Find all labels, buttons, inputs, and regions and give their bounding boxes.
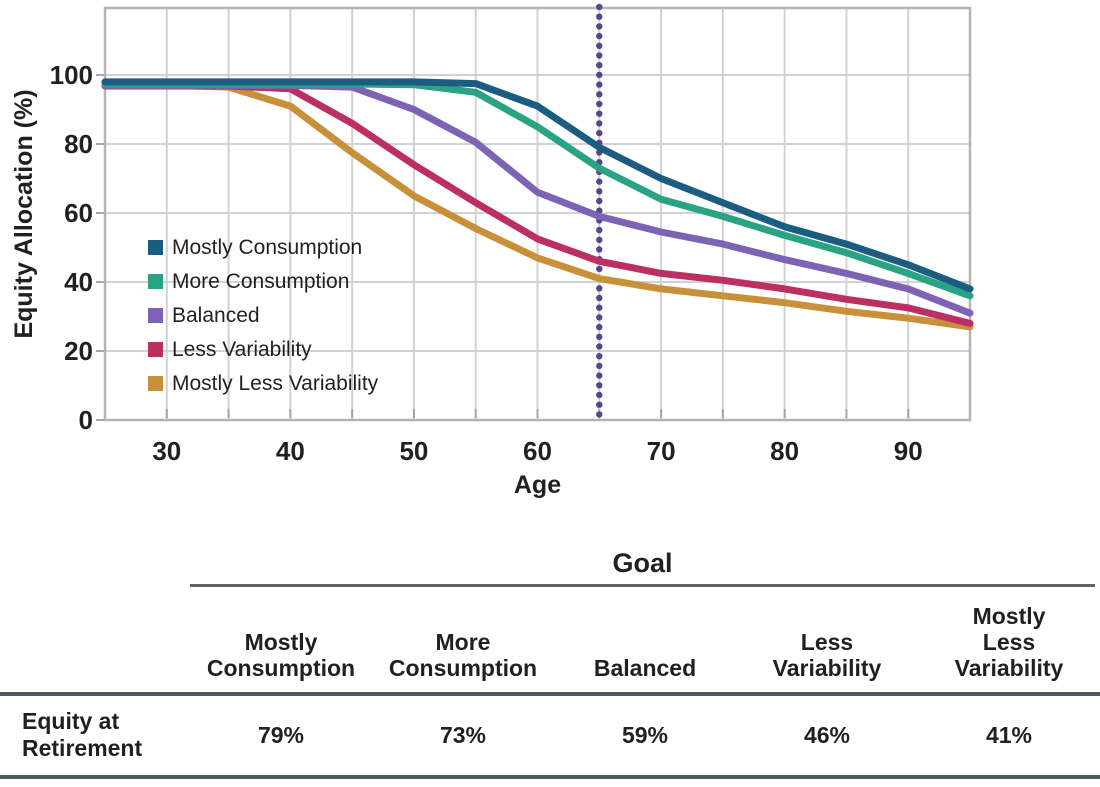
column-header-mostly-consumption: Mostly Consumption — [206, 629, 356, 682]
retirement-line-dot — [596, 304, 603, 311]
legend-swatch — [148, 342, 163, 357]
legend-label: More Consumption — [172, 270, 349, 293]
retirement-line-dot — [596, 129, 603, 137]
y-tick-label: 40 — [64, 267, 93, 297]
legend-label: Balanced — [172, 304, 260, 327]
equity-value-mostly-less-variability: 41% — [985, 721, 1033, 748]
legend-label: Mostly Consumption — [172, 236, 362, 259]
retirement-line-dot — [596, 391, 603, 399]
y-tick-label: 60 — [64, 198, 93, 228]
retirement-line-dot — [596, 81, 603, 88]
retirement-line-dot — [596, 120, 603, 127]
retirement-line-dot — [596, 265, 603, 273]
retirement-line-dot — [596, 294, 603, 302]
series-line-mostly-consumption — [101, 78, 974, 293]
legend-swatch — [148, 308, 163, 323]
retirement-line-dot — [596, 314, 603, 321]
table-stub-cell — [0, 587, 190, 694]
x-tick-label: 30 — [152, 436, 181, 466]
retirement-line-dot — [596, 333, 603, 340]
retirement-line-dot — [596, 13, 603, 20]
retirement-line-dot — [596, 362, 603, 370]
retirement-line-dot — [596, 226, 603, 234]
axis-ticks — [96, 74, 910, 421]
retirement-line-dot — [596, 246, 603, 253]
y-axis-title: Equity Allocation (%) — [10, 89, 38, 338]
plot-frame — [103, 6, 972, 422]
retirement-line-dot — [596, 411, 603, 418]
plot-grid — [105, 8, 970, 420]
legend-swatch — [148, 274, 163, 289]
table-header-row: Mostly Consumption More Consumption Bala… — [0, 587, 1100, 694]
series-line-mostly-less-variability — [101, 81, 974, 331]
retirement-line-dot — [596, 71, 603, 79]
y-tick-label: 80 — [64, 129, 93, 159]
retirement-line-dot — [596, 236, 603, 243]
x-tick-label: 70 — [647, 436, 676, 466]
y-tick-label: 20 — [64, 336, 93, 366]
retirement-line-dot — [596, 197, 603, 205]
retirement-line-dot — [596, 52, 603, 59]
equity-value-balanced: 59% — [621, 721, 669, 748]
retirement-line-dot — [596, 343, 603, 350]
retirement-line-dot — [596, 110, 603, 117]
equity-value-mostly-consumption: 79% — [257, 721, 305, 748]
column-header-more-consumption: More Consumption — [388, 629, 538, 682]
retirement-line-dot — [596, 23, 603, 30]
column-header-mostly-less-variability: Mostly Less Variability — [954, 603, 1064, 682]
x-axis-title: Age — [514, 471, 561, 499]
x-tick-label: 90 — [894, 436, 923, 466]
y-tick-label: 100 — [50, 60, 93, 90]
retirement-line-dot — [596, 401, 603, 408]
equity-allocation-chart: Mostly Consumption More Consumption Balanc… — [10, 3, 974, 499]
retirement-line-dot — [596, 382, 603, 389]
retirement-line-dot — [596, 42, 603, 49]
legend-swatch — [148, 240, 163, 255]
y-tick-label: 0 — [79, 405, 93, 435]
equity-at-retirement-table: Mostly Consumption More Consumption Bala… — [0, 587, 1100, 778]
column-header-balanced: Balanced — [593, 655, 697, 682]
goal-table-section: Goal Mostly Consumption More Consumption… — [0, 549, 1100, 779]
retirement-line-dot — [596, 188, 603, 195]
legend-label: Mostly Less Variability — [172, 372, 379, 395]
retirement-line-dot — [596, 61, 603, 69]
column-header-less-variability: Less Variability — [772, 629, 882, 682]
row-label: Equity at Retirement — [22, 708, 143, 762]
x-tick-label: 60 — [523, 436, 552, 466]
x-tick-label: 80 — [770, 436, 799, 466]
equity-value-less-variability: 46% — [803, 721, 851, 748]
retirement-line-dot — [596, 353, 603, 360]
retirement-line-dot — [596, 178, 603, 185]
retirement-line-dot — [596, 3, 603, 11]
legend-swatch — [148, 376, 163, 391]
goal-table-title: Goal — [612, 548, 673, 578]
retirement-line-dot — [596, 91, 603, 98]
retirement-line-dot — [596, 100, 603, 108]
x-tick-label: 50 — [399, 436, 428, 466]
goal-title-rule — [190, 584, 1095, 588]
equity-value-more-consumption: 73% — [439, 721, 487, 748]
chart-legend: Mostly Consumption More Consumption Balanc… — [148, 236, 379, 395]
retirement-line-dot — [596, 323, 603, 331]
retirement-line-dot — [596, 32, 603, 40]
x-tick-label: 40 — [276, 436, 305, 466]
legend-label: Less Variability — [172, 338, 312, 361]
equity-at-retirement-row: Equity at Retirement 79% 73% 59% 46% 41% — [0, 694, 1100, 777]
retirement-age-dotted-line — [596, 3, 603, 418]
retirement-line-dot — [596, 285, 603, 292]
retirement-line-dot — [596, 372, 603, 379]
